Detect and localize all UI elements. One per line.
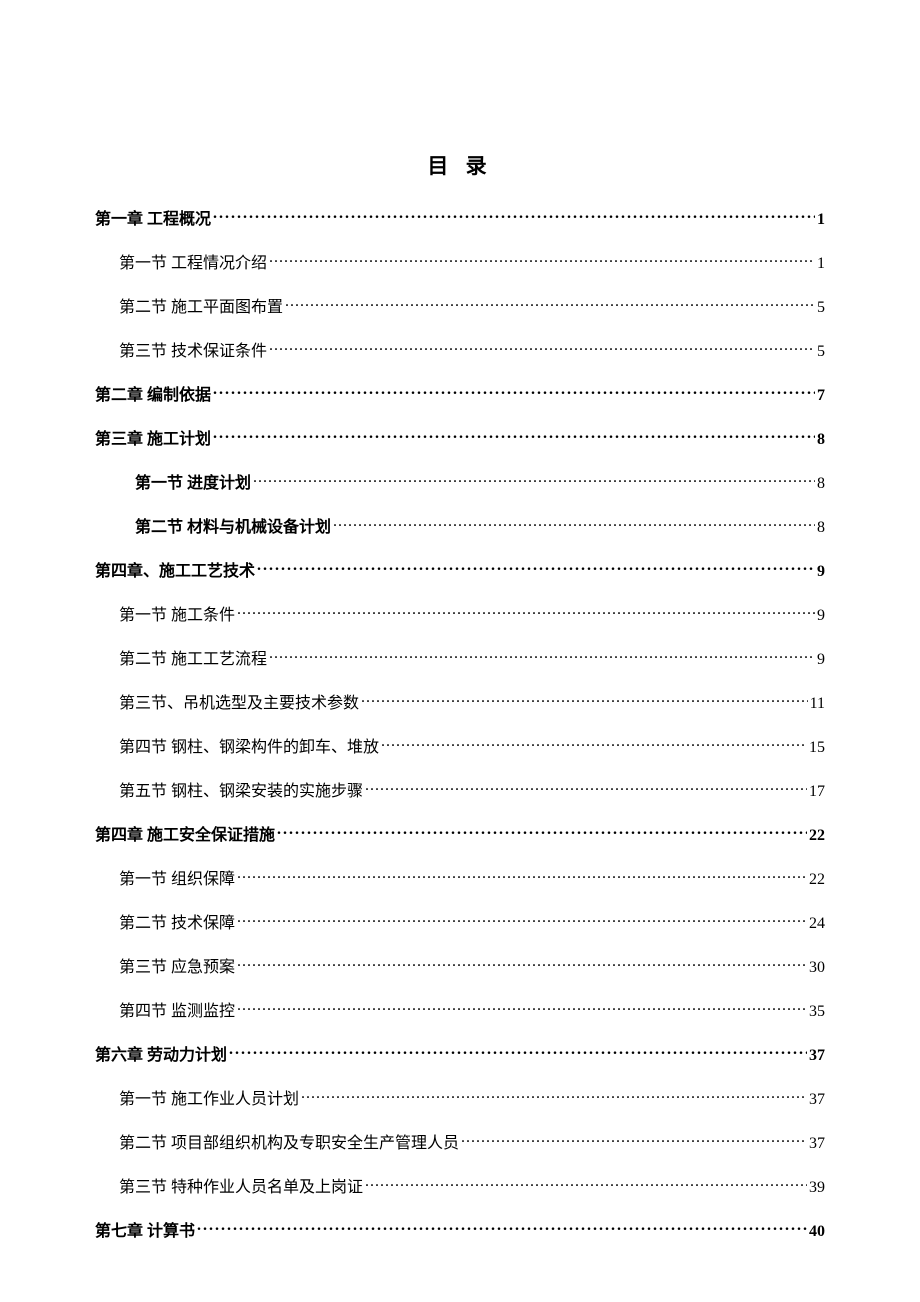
toc-leader-dots bbox=[253, 472, 815, 488]
toc-entry: 第三节 应急预案 30 bbox=[95, 956, 825, 976]
toc-entry-label: 第三节 应急预案 bbox=[119, 960, 235, 976]
toc-leader-dots bbox=[381, 736, 807, 752]
toc-entry: 第七章 计算书 40 bbox=[95, 1220, 825, 1240]
toc-entry: 第四章 施工安全保证措施 22 bbox=[95, 824, 825, 844]
toc-leader-dots bbox=[237, 956, 807, 972]
toc-entry: 第二章 编制依据 7 bbox=[95, 384, 825, 404]
toc-leader-dots bbox=[333, 516, 815, 532]
toc-entry-page: 9 bbox=[817, 564, 825, 580]
toc-leader-dots bbox=[213, 384, 815, 400]
toc-entry-label: 第三节 技术保证条件 bbox=[119, 344, 267, 360]
toc-entry-page: 37 bbox=[809, 1136, 825, 1152]
toc-entry-page: 11 bbox=[810, 696, 825, 712]
toc-entry: 第二节 材料与机械设备计划 8 bbox=[95, 516, 825, 536]
toc-entry-label: 第三章 施工计划 bbox=[95, 432, 211, 448]
toc-entry-label: 第一节 工程情况介绍 bbox=[119, 256, 267, 272]
toc-entry: 第四章、施工工艺技术 9 bbox=[95, 560, 825, 580]
toc-leader-dots bbox=[197, 1220, 807, 1236]
toc-entry-label: 第一节 施工条件 bbox=[119, 608, 235, 624]
toc-leader-dots bbox=[361, 692, 808, 708]
toc-leader-dots bbox=[229, 1044, 807, 1060]
toc-leader-dots bbox=[237, 912, 807, 928]
toc-entry-page: 22 bbox=[809, 872, 825, 888]
toc-leader-dots bbox=[301, 1088, 807, 1104]
toc-entry: 第四节 监测监控 35 bbox=[95, 1000, 825, 1020]
toc-entry: 第三节 技术保证条件 5 bbox=[95, 340, 825, 360]
toc-entry-label: 第四章、施工工艺技术 bbox=[95, 564, 255, 580]
toc-leader-dots bbox=[213, 428, 815, 444]
toc-entry-page: 22 bbox=[809, 828, 825, 844]
toc-leader-dots bbox=[461, 1132, 807, 1148]
toc-entry-page: 1 bbox=[817, 256, 825, 272]
toc-entry-page: 37 bbox=[809, 1048, 825, 1064]
toc-entry-page: 24 bbox=[809, 916, 825, 932]
toc-entry-page: 5 bbox=[817, 344, 825, 360]
toc-entry: 第六章 劳动力计划 37 bbox=[95, 1044, 825, 1064]
toc-entry: 第二节 项目部组织机构及专职安全生产管理人员 37 bbox=[95, 1132, 825, 1152]
toc-entry: 第二节 施工工艺流程 9 bbox=[95, 648, 825, 668]
toc-entry-label: 第二节 技术保障 bbox=[119, 916, 235, 932]
toc-entry-label: 第一节 组织保障 bbox=[119, 872, 235, 888]
toc-entry: 第一章 工程概况 1 bbox=[95, 208, 825, 228]
toc-entry-page: 17 bbox=[809, 784, 825, 800]
toc-container: 第一章 工程概况1第一节 工程情况介绍1第二节 施工平面图布置5第三节 技术保证… bbox=[95, 208, 825, 1240]
toc-leader-dots bbox=[277, 824, 807, 840]
toc-entry-label: 第五节 钢柱、钢梁安装的实施步骤 bbox=[119, 784, 363, 800]
toc-entry-label: 第二章 编制依据 bbox=[95, 388, 211, 404]
toc-entry-label: 第二节 材料与机械设备计划 bbox=[135, 520, 331, 536]
toc-entry-label: 第一节 施工作业人员计划 bbox=[119, 1092, 299, 1108]
toc-entry-label: 第四节 钢柱、钢梁构件的卸车、堆放 bbox=[119, 740, 379, 756]
toc-entry: 第三节、吊机选型及主要技术参数 11 bbox=[95, 692, 825, 712]
toc-entry: 第一节 施工条件 9 bbox=[95, 604, 825, 624]
toc-entry-page: 8 bbox=[817, 476, 825, 492]
toc-entry-label: 第一节 进度计划 bbox=[135, 476, 251, 492]
toc-entry-page: 9 bbox=[817, 652, 825, 668]
toc-entry-label: 第六章 劳动力计划 bbox=[95, 1048, 227, 1064]
toc-leader-dots bbox=[237, 1000, 807, 1016]
toc-entry-page: 8 bbox=[817, 432, 825, 448]
toc-entry: 第一节 施工作业人员计划 37 bbox=[95, 1088, 825, 1108]
toc-leader-dots bbox=[269, 340, 815, 356]
toc-entry: 第三节 特种作业人员名单及上岗证 39 bbox=[95, 1176, 825, 1196]
toc-leader-dots bbox=[365, 780, 807, 796]
toc-entry-label: 第三节、吊机选型及主要技术参数 bbox=[119, 696, 359, 712]
toc-leader-dots bbox=[237, 868, 807, 884]
toc-entry: 第一节 进度计划 8 bbox=[95, 472, 825, 492]
toc-entry-page: 37 bbox=[809, 1092, 825, 1108]
toc-entry-label: 第二节 施工工艺流程 bbox=[119, 652, 267, 668]
toc-entry-label: 第三节 特种作业人员名单及上岗证 bbox=[119, 1180, 363, 1196]
toc-entry-page: 5 bbox=[817, 300, 825, 316]
toc-entry-page: 9 bbox=[817, 608, 825, 624]
toc-entry-label: 第一章 工程概况 bbox=[95, 212, 211, 228]
toc-entry-page: 35 bbox=[809, 1004, 825, 1020]
toc-entry-page: 7 bbox=[817, 388, 825, 404]
toc-leader-dots bbox=[237, 604, 815, 620]
toc-entry-page: 30 bbox=[809, 960, 825, 976]
toc-entry-label: 第二节 施工平面图布置 bbox=[119, 300, 283, 316]
toc-entry-label: 第四节 监测监控 bbox=[119, 1004, 235, 1020]
toc-leader-dots bbox=[257, 560, 815, 576]
toc-entry-page: 8 bbox=[817, 520, 825, 536]
toc-leader-dots bbox=[213, 208, 815, 224]
toc-entry: 第一节 工程情况介绍 1 bbox=[95, 252, 825, 272]
toc-entry-page: 40 bbox=[809, 1224, 825, 1240]
toc-entry-page: 1 bbox=[817, 212, 825, 228]
toc-entry: 第一节 组织保障 22 bbox=[95, 868, 825, 888]
toc-entry-label: 第四章 施工安全保证措施 bbox=[95, 828, 275, 844]
toc-entry-page: 39 bbox=[809, 1180, 825, 1196]
toc-leader-dots bbox=[269, 252, 815, 268]
toc-entry-page: 15 bbox=[809, 740, 825, 756]
toc-leader-dots bbox=[365, 1176, 807, 1192]
toc-entry-label: 第二节 项目部组织机构及专职安全生产管理人员 bbox=[119, 1136, 459, 1152]
toc-entry: 第二节 技术保障 24 bbox=[95, 912, 825, 932]
toc-entry: 第五节 钢柱、钢梁安装的实施步骤 17 bbox=[95, 780, 825, 800]
toc-entry-label: 第七章 计算书 bbox=[95, 1224, 195, 1240]
toc-leader-dots bbox=[269, 648, 815, 664]
toc-entry: 第三章 施工计划 8 bbox=[95, 428, 825, 448]
toc-title: 目 录 bbox=[95, 150, 825, 180]
toc-entry: 第二节 施工平面图布置 5 bbox=[95, 296, 825, 316]
toc-entry: 第四节 钢柱、钢梁构件的卸车、堆放 15 bbox=[95, 736, 825, 756]
toc-leader-dots bbox=[285, 296, 815, 312]
